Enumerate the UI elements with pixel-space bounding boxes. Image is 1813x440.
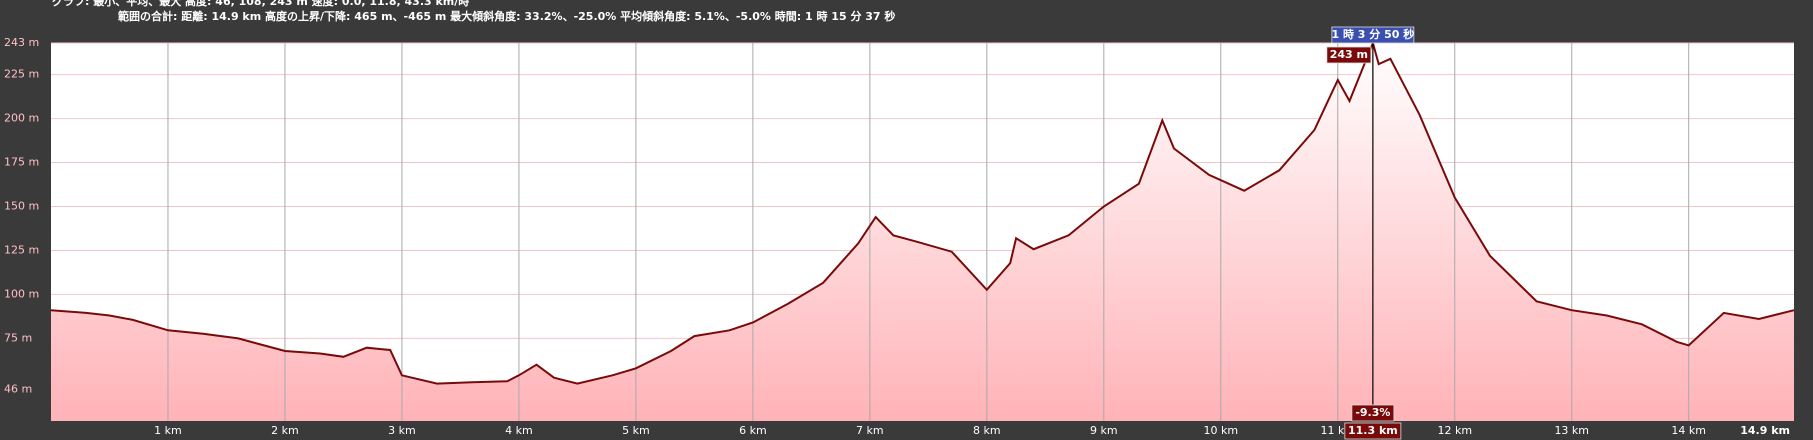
x-tick-label: 7 km <box>856 424 884 437</box>
cursor-time-box <box>1331 26 1415 44</box>
y-tick-label: 46 m <box>4 382 32 395</box>
elevation-line <box>50 39 1795 385</box>
y-tick-label: 243 m <box>4 36 39 49</box>
y-tick-label: 225 m <box>4 68 39 81</box>
cursor-time: 1 時 3 分 50 秒 <box>1331 27 1414 41</box>
x-tick-label: 2 km <box>271 424 299 437</box>
y-tick-label: 150 m <box>4 200 39 213</box>
x-tick-label: 14.9 km <box>1740 424 1790 437</box>
cursor-elevation: 243 m <box>1330 48 1368 61</box>
x-tick-label: 6 km <box>739 424 767 437</box>
header-line-1: グラフ: 最小、平均、最大 高度: 46, 108, 243 m 速度: 0.0… <box>52 0 469 8</box>
x-tick-label: 8 km <box>973 424 1001 437</box>
y-tick-label: 200 m <box>4 112 39 125</box>
cursor-grade-box <box>1351 404 1395 422</box>
x-tick-label: 14 km <box>1671 424 1706 437</box>
y-tick-label: 100 m <box>4 287 39 300</box>
x-tick-label: 5 km <box>622 424 650 437</box>
cursor-x: 11.3 km <box>1348 424 1398 437</box>
x-tick-label: 4 km <box>505 424 533 437</box>
x-tick-label: 12 km <box>1437 424 1472 437</box>
header-line-2: 範囲の合計: 距離: 14.9 km 高度の上昇/下降: 465 m、-465 … <box>118 9 895 23</box>
x-tick-label: 3 km <box>388 424 416 437</box>
x-tick-label: 9 km <box>1090 424 1118 437</box>
cursor-grade: -9.3% <box>1355 406 1390 419</box>
cursor-x-box <box>1344 422 1402 440</box>
x-tick-label: 1 km <box>154 424 182 437</box>
y-tick-label: 75 m <box>4 331 32 344</box>
area-fill <box>51 43 1794 421</box>
cursor-elevation-box <box>1326 46 1372 64</box>
y-tick-label: 175 m <box>4 156 39 169</box>
y-tick-label: 125 m <box>4 243 39 256</box>
x-tick-label: 10 km <box>1204 424 1239 437</box>
x-tick-label: 13 km <box>1554 424 1589 437</box>
